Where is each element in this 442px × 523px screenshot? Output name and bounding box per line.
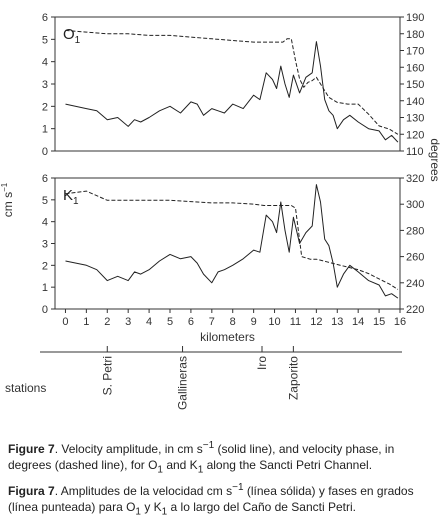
x-tick-label: 15: [373, 316, 385, 328]
right-tick-label: 160: [406, 62, 424, 74]
right-tick-label: 180: [406, 29, 424, 41]
x-tick-label: 4: [146, 316, 152, 328]
x-tick-label: 6: [188, 316, 194, 328]
o1-panel: 0 1 2 3 4 5 6 110 120 130 140 150 160 170 180 190 O1: [42, 12, 424, 158]
left-tick-label: 3: [42, 239, 48, 251]
x-tick-label: 1: [83, 316, 89, 328]
x-tick-label: 0: [62, 316, 68, 328]
phase-line: [65, 29, 399, 135]
x-tick-label: 2: [104, 316, 110, 328]
station-name: Iro: [255, 356, 269, 370]
station-name: Gallineras: [176, 356, 190, 410]
stations-strip: stations S. Petri Gallineras Iro Zaporito: [5, 346, 402, 410]
right-tick-label: 320: [406, 173, 424, 185]
right-tick-label: 120: [406, 129, 424, 141]
right-tick-label: 140: [406, 96, 424, 108]
amplitude-line: [65, 184, 399, 299]
station-name: S. Petri: [100, 356, 114, 395]
caption-es-label: Figura 7: [8, 484, 55, 498]
right-tick-label: 280: [406, 225, 424, 237]
station-name: Zaporito: [286, 356, 300, 400]
x-tick-label: 8: [230, 316, 236, 328]
right-tick-label: 220: [406, 304, 424, 316]
right-tick-label: 240: [406, 278, 424, 290]
right-tick-label: 300: [406, 199, 424, 211]
left-tick-label: 2: [42, 260, 48, 272]
x-tick-label: 12: [310, 316, 322, 328]
left-tick-label: 0: [42, 146, 48, 158]
right-tick-label: 130: [406, 113, 424, 125]
caption-en-label: Figure 7: [8, 442, 55, 456]
amplitude-line: [65, 41, 399, 143]
stations-label: stations: [5, 381, 46, 395]
left-tick-label: 0: [42, 304, 48, 316]
left-tick-label: 4: [42, 217, 48, 229]
caption-spanish: Figura 7. Amplitudes de la velocidad cm …: [8, 482, 414, 518]
x-tick-label: 13: [331, 316, 343, 328]
x-tick-label: 5: [167, 316, 173, 328]
left-tick-label: 6: [42, 12, 48, 24]
right-tick-label: 150: [406, 79, 424, 91]
x-axis-label: kilometers: [200, 330, 255, 344]
left-tick-label: 1: [42, 282, 48, 294]
right-tick-label: 170: [406, 46, 424, 58]
left-tick-label: 4: [42, 57, 48, 69]
x-tick-label: 11: [290, 316, 301, 328]
left-axis-label: cm s−1: [0, 182, 15, 217]
right-tick-label: 190: [406, 12, 424, 24]
phase-line: [65, 190, 399, 290]
x-tick-label: 14: [352, 316, 364, 328]
panel-label: K1: [63, 187, 79, 207]
left-tick-label: 5: [42, 195, 48, 207]
caption-english: Figure 7. Velocity amplitude, in cm s−1 …: [8, 440, 395, 476]
left-tick-label: 3: [42, 79, 48, 91]
right-axis-label: degrees: [428, 138, 442, 181]
left-tick-label: 6: [42, 173, 48, 185]
x-tick-label: 10: [268, 316, 280, 328]
x-tick-label: 9: [251, 316, 257, 328]
right-tick-label: 110: [406, 146, 424, 158]
left-tick-label: 5: [42, 34, 48, 46]
left-tick-label: 1: [42, 124, 48, 136]
x-tick-label: 7: [209, 316, 215, 328]
plot-frame: [54, 177, 401, 310]
left-tick-label: 2: [42, 101, 48, 113]
x-tick-label: 16: [394, 316, 406, 328]
plot-frame: [54, 16, 401, 152]
panel-label: O1: [63, 26, 81, 46]
x-tick-label: 3: [125, 316, 131, 328]
right-tick-label: 260: [406, 252, 424, 264]
